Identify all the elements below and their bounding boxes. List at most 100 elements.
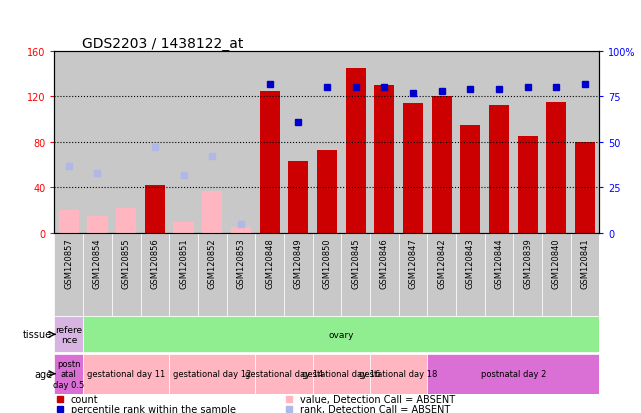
- Text: value, Detection Call = ABSENT: value, Detection Call = ABSENT: [299, 394, 455, 404]
- Bar: [54, 233, 83, 316]
- Bar: [313, 52, 341, 233]
- Text: ovary: ovary: [328, 330, 354, 339]
- Text: GSM120853: GSM120853: [237, 237, 246, 288]
- Bar: [399, 52, 428, 233]
- Text: age: age: [34, 369, 52, 379]
- Bar: [284, 52, 313, 233]
- Bar: [489, 106, 509, 233]
- Text: GSM120843: GSM120843: [466, 237, 475, 288]
- Bar: [59, 211, 79, 233]
- Bar: [140, 233, 169, 316]
- Bar: [456, 233, 485, 316]
- Text: GSM120845: GSM120845: [351, 237, 360, 288]
- Bar: [198, 52, 226, 233]
- Bar: [460, 126, 480, 233]
- Bar: [169, 354, 255, 394]
- Text: GSM120847: GSM120847: [408, 237, 417, 288]
- Bar: [456, 52, 485, 233]
- Bar: [341, 52, 370, 233]
- Bar: [284, 233, 313, 316]
- Text: refere
nce: refere nce: [55, 325, 83, 344]
- Bar: [428, 233, 456, 316]
- Text: GSM120857: GSM120857: [64, 237, 73, 288]
- Bar: [87, 216, 108, 233]
- Bar: [570, 233, 599, 316]
- Bar: [255, 354, 313, 394]
- Text: GSM120850: GSM120850: [322, 237, 331, 288]
- Bar: [341, 233, 370, 316]
- Bar: [226, 233, 255, 316]
- Text: GSM120856: GSM120856: [151, 237, 160, 288]
- Bar: [513, 233, 542, 316]
- Bar: [370, 52, 399, 233]
- Text: gestational day 11: gestational day 11: [87, 369, 165, 378]
- Bar: [174, 222, 194, 233]
- Bar: [575, 142, 595, 233]
- Bar: [260, 91, 279, 233]
- Bar: [313, 354, 370, 394]
- Text: GSM120846: GSM120846: [379, 237, 388, 288]
- Bar: [198, 233, 226, 316]
- Bar: [370, 354, 428, 394]
- Bar: [518, 137, 538, 233]
- Bar: [570, 52, 599, 233]
- Text: GSM120851: GSM120851: [179, 237, 188, 288]
- Bar: [226, 52, 255, 233]
- Text: percentile rank within the sample: percentile rank within the sample: [71, 404, 236, 413]
- Bar: [83, 354, 169, 394]
- Text: GSM120854: GSM120854: [93, 237, 102, 288]
- Bar: [513, 52, 542, 233]
- Bar: [428, 52, 456, 233]
- Bar: [255, 233, 284, 316]
- Text: GSM120852: GSM120852: [208, 237, 217, 288]
- Bar: [83, 233, 112, 316]
- Bar: [542, 233, 570, 316]
- Text: GSM120849: GSM120849: [294, 237, 303, 288]
- Text: count: count: [71, 394, 99, 404]
- Text: GSM120844: GSM120844: [494, 237, 503, 288]
- Bar: [399, 233, 428, 316]
- Bar: [83, 52, 112, 233]
- Text: GSM120840: GSM120840: [552, 237, 561, 288]
- Bar: [112, 52, 140, 233]
- Bar: [345, 69, 365, 233]
- Bar: [542, 52, 570, 233]
- Bar: [145, 186, 165, 233]
- Bar: [546, 103, 567, 233]
- Bar: [202, 191, 222, 233]
- Text: postn
atal
day 0.5: postn atal day 0.5: [53, 359, 85, 389]
- Bar: [255, 52, 284, 233]
- Bar: [231, 228, 251, 233]
- Bar: [169, 233, 198, 316]
- Bar: [112, 233, 140, 316]
- Bar: [485, 233, 513, 316]
- Bar: [370, 233, 399, 316]
- Text: GSM120839: GSM120839: [523, 237, 532, 288]
- Bar: [169, 52, 198, 233]
- Text: postnatal day 2: postnatal day 2: [481, 369, 546, 378]
- Text: rank, Detection Call = ABSENT: rank, Detection Call = ABSENT: [299, 404, 450, 413]
- Bar: [428, 354, 599, 394]
- Bar: [54, 354, 83, 394]
- Bar: [317, 150, 337, 233]
- Bar: [431, 97, 452, 233]
- Bar: [54, 317, 83, 352]
- Bar: [140, 52, 169, 233]
- Bar: [403, 104, 423, 233]
- Bar: [313, 233, 341, 316]
- Text: GDS2203 / 1438122_at: GDS2203 / 1438122_at: [82, 37, 243, 51]
- Bar: [288, 162, 308, 233]
- Text: gestational day 18: gestational day 18: [360, 369, 438, 378]
- Text: gestational day 12: gestational day 12: [173, 369, 251, 378]
- Text: GSM120842: GSM120842: [437, 237, 446, 288]
- Text: GSM120855: GSM120855: [122, 237, 131, 288]
- Bar: [54, 52, 83, 233]
- Bar: [116, 208, 137, 233]
- Bar: [485, 52, 513, 233]
- Text: tissue: tissue: [23, 330, 52, 339]
- Text: GSM120848: GSM120848: [265, 237, 274, 288]
- Bar: [374, 86, 394, 233]
- Text: GSM120841: GSM120841: [581, 237, 590, 288]
- Text: gestational day 14: gestational day 14: [245, 369, 323, 378]
- Text: gestational day 16: gestational day 16: [302, 369, 381, 378]
